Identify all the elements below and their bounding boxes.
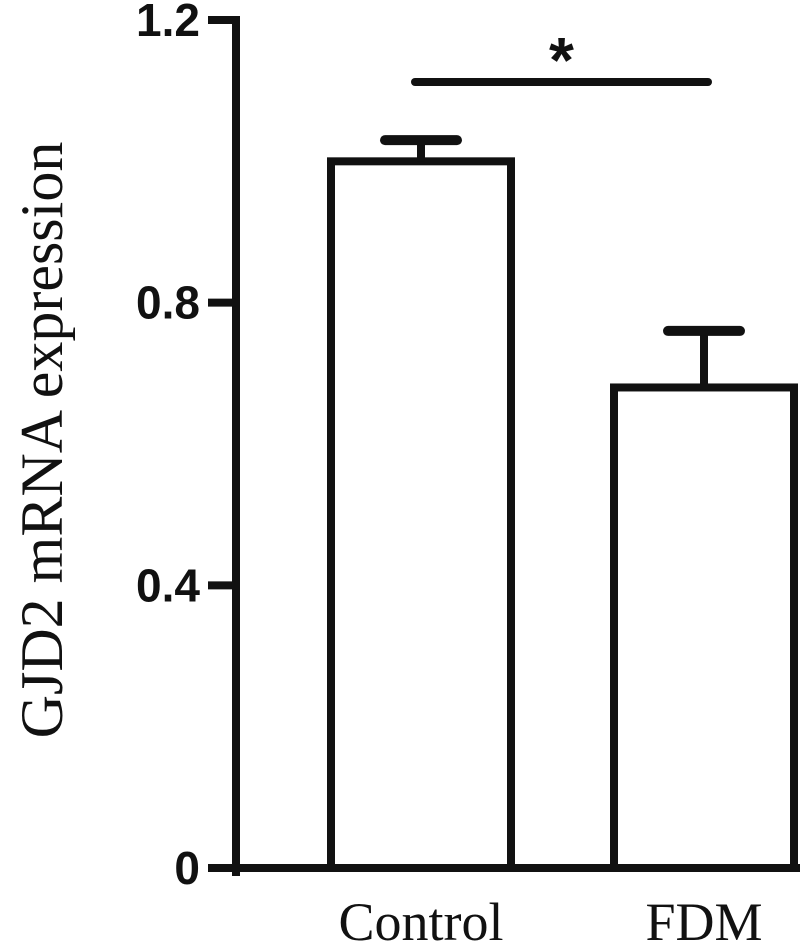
y-tick-label: 0.4 (136, 559, 200, 611)
y-axis-title: GJD2 mRNA expression (9, 142, 75, 739)
y-tick-label: 1.2 (136, 0, 200, 46)
bar-fdm (610, 383, 798, 872)
bars: Control FDM (327, 135, 798, 951)
x-tick-label: Control (338, 892, 503, 951)
significance-label: * (549, 24, 574, 96)
bar-control (327, 157, 515, 873)
significance-marker: * (411, 24, 712, 96)
x-tick-label: FDM (645, 892, 762, 951)
y-tick-label: 0.8 (136, 277, 200, 329)
y-tick-label: 0 (174, 842, 200, 894)
